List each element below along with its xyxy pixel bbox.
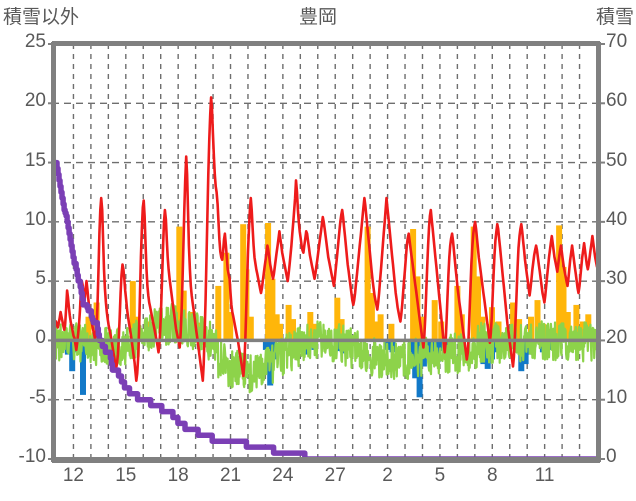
precipitation-bar <box>262 340 269 350</box>
left-tick-label: 0 <box>35 327 46 349</box>
page-title: 豊岡 <box>298 7 337 28</box>
axis-frame <box>51 41 601 463</box>
left-tick-label: -5 <box>29 386 46 408</box>
precipitation-bar <box>176 226 183 341</box>
series-temperature <box>54 96 599 382</box>
horizontal-gridlines <box>52 102 600 401</box>
precipitation-bar <box>129 281 136 341</box>
precipitation-bar <box>277 323 283 341</box>
precipitation-bar <box>454 285 461 341</box>
bottom-tick-label: 5 <box>434 465 446 486</box>
bottom-tick-label: 2 <box>382 465 393 486</box>
right-tick-label: 10 <box>606 386 628 408</box>
right-tick-label: 30 <box>606 268 628 290</box>
precipitation-bar <box>388 323 395 341</box>
precipitation-bar <box>85 316 92 341</box>
right-tick-label: 60 <box>606 90 628 112</box>
precipitation-bar <box>364 226 371 341</box>
precipitation-bar <box>534 300 541 341</box>
precipitation-bar <box>80 340 86 395</box>
precipitation-bar <box>560 266 567 341</box>
left-tick-label: 15 <box>24 149 46 171</box>
precipitation-bar <box>247 316 254 341</box>
precipitation-bar <box>273 314 280 341</box>
precipitation-bar <box>227 312 234 341</box>
precipitation-bar <box>285 304 292 341</box>
precipitation-bar <box>510 302 517 341</box>
precipitation-bar <box>269 278 276 341</box>
bottom-tick-label: 24 <box>272 465 294 486</box>
precipitation-bar <box>556 225 563 341</box>
axis-ticks <box>48 43 605 460</box>
precipitation-bar <box>307 312 314 341</box>
left-tick-label: 25 <box>24 31 46 52</box>
right-tick-label: 50 <box>606 149 628 171</box>
bottom-tick-label: 15 <box>115 465 137 486</box>
right-axis-label: 積雪 <box>595 7 634 28</box>
precipitation-bar <box>368 293 375 341</box>
right-tick-label: 70 <box>606 31 628 52</box>
precipitation-bar <box>338 319 345 341</box>
bottom-tick-label: 8 <box>486 465 498 486</box>
precipitation-bar <box>564 312 571 341</box>
left-tick-label: 10 <box>24 208 46 230</box>
left-axis-label: 積雪以外 <box>3 7 80 28</box>
left-tick-label: -10 <box>18 446 46 467</box>
right-tick-label: 20 <box>606 327 628 349</box>
precipitation-bar <box>334 297 341 341</box>
bottom-tick-label: 11 <box>534 465 555 486</box>
precipitation-bar <box>215 285 222 341</box>
left-tick-label: 5 <box>35 268 46 290</box>
precipitation-bar <box>431 300 438 341</box>
precipitation-bar <box>573 304 580 341</box>
precipitation-bar <box>373 321 380 341</box>
precipitation-bar <box>223 252 230 341</box>
bottom-tick-label: 27 <box>324 465 346 486</box>
precipitation-bar <box>475 276 481 341</box>
right-tick-label: 40 <box>606 208 628 230</box>
precipitation-bar <box>438 321 445 341</box>
left-tick-label: 20 <box>24 90 46 112</box>
right-tick-label: 0 <box>606 446 617 467</box>
precipitation-bar <box>240 224 247 341</box>
precipitation-bar <box>377 314 384 341</box>
bottom-tick-label: 18 <box>167 465 189 486</box>
precipitation-bar <box>416 340 423 398</box>
bottom-tick-label: 21 <box>219 465 242 486</box>
plot-background <box>52 42 600 462</box>
bottom-tick-label: 12 <box>62 465 84 486</box>
precipitation-bar <box>69 340 76 372</box>
precipitation-bar <box>265 223 272 341</box>
precipitation-bar <box>290 319 296 341</box>
precipitation-bar <box>470 226 477 341</box>
precipitation-bar <box>410 229 417 341</box>
precipitation-bar <box>516 319 523 341</box>
